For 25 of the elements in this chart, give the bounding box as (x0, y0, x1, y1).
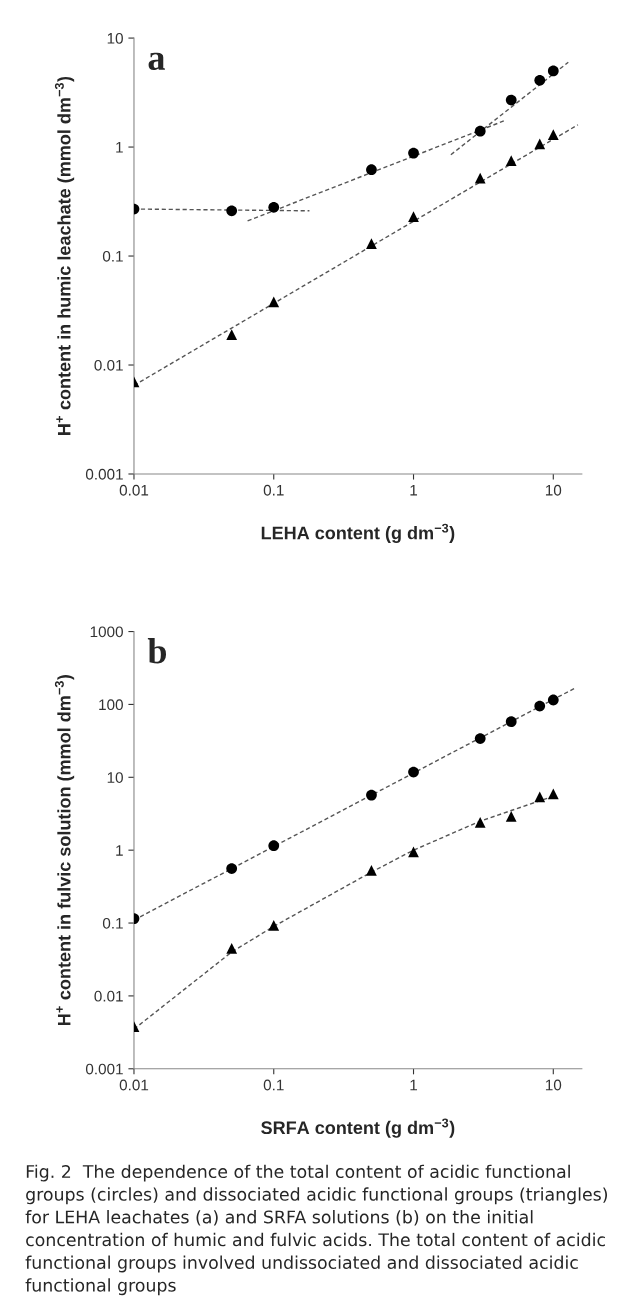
y-tick-label: 0.001 (85, 468, 123, 480)
y-tick-label: 1000 (90, 626, 123, 638)
x-axis-title: SRFA content (g dm$^{−3}$) (261, 1118, 455, 1138)
y-tick-label: 0.1 (102, 917, 123, 929)
y-tick-label: 0.1 (102, 250, 123, 262)
x-tick-label: 1 (410, 1079, 418, 1091)
y-tick-label: 10 (107, 772, 123, 783)
y-axis-title: H$^{+}$ content in humic leachate (mmol dm$^{−3}$) (54, 76, 75, 435)
y-tick-label: 1 (116, 142, 123, 153)
y-tick-label: 100 (99, 699, 123, 711)
y-tick-label: 0.01 (94, 359, 123, 371)
x-tick-label: 0.1 (263, 1079, 284, 1091)
y-axis-title: H$^{+}$ content in fulvic solution (mmol dm$^{−3}$) (54, 675, 75, 1025)
x-axis-title: LEHA content (g dm$^{−3}$) (261, 523, 455, 543)
annotation: a (148, 52, 165, 71)
caption: Fig. 2 The dependence of the total content of acidic functional groups (circles) and dissociated acidic functional groups (triangles) for LEHA leachates (a) and SRFA solutions (b) on the initial concentration of humic and fulvic acids. The total content of acidic functional groups involved undissociated and dissociated acidic functional groups (25, 1164, 608, 1296)
x-tick-label: 10 (545, 1079, 562, 1091)
annotation: b (147, 638, 167, 664)
y-tick-label: 10 (107, 32, 123, 44)
x-tick-label: 1 (410, 484, 418, 496)
y-tick-label: 0.01 (94, 990, 123, 1002)
y-tick-label: 1 (116, 845, 123, 856)
x-tick-label: 0.1 (263, 484, 284, 496)
x-tick-label: 10 (545, 484, 562, 496)
y-tick-label: 0.001 (85, 1063, 123, 1075)
